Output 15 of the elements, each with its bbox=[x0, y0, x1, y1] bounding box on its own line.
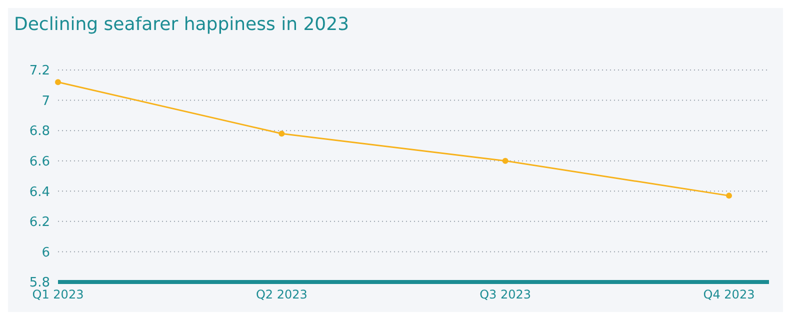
x-tick-label: Q3 2023 bbox=[480, 288, 532, 302]
y-tick-label: 6.8 bbox=[29, 124, 50, 140]
point bbox=[502, 158, 508, 164]
y-tick-label: 7.2 bbox=[29, 64, 50, 79]
y-tick-label: 7 bbox=[42, 94, 50, 109]
y-tick-label: 6.2 bbox=[29, 215, 50, 230]
x-tick-label: Q4 2023 bbox=[703, 288, 755, 302]
y-tick-label: 6 bbox=[42, 245, 50, 260]
y-tick-label: 6.6 bbox=[29, 154, 50, 170]
x-tick-label: Q2 2023 bbox=[256, 288, 308, 302]
y-tick-label: 6.4 bbox=[29, 184, 50, 200]
point bbox=[55, 79, 61, 86]
point bbox=[278, 130, 285, 137]
chart-title: Declining seafarer happiness in 2023 bbox=[14, 14, 350, 35]
point bbox=[726, 192, 732, 199]
